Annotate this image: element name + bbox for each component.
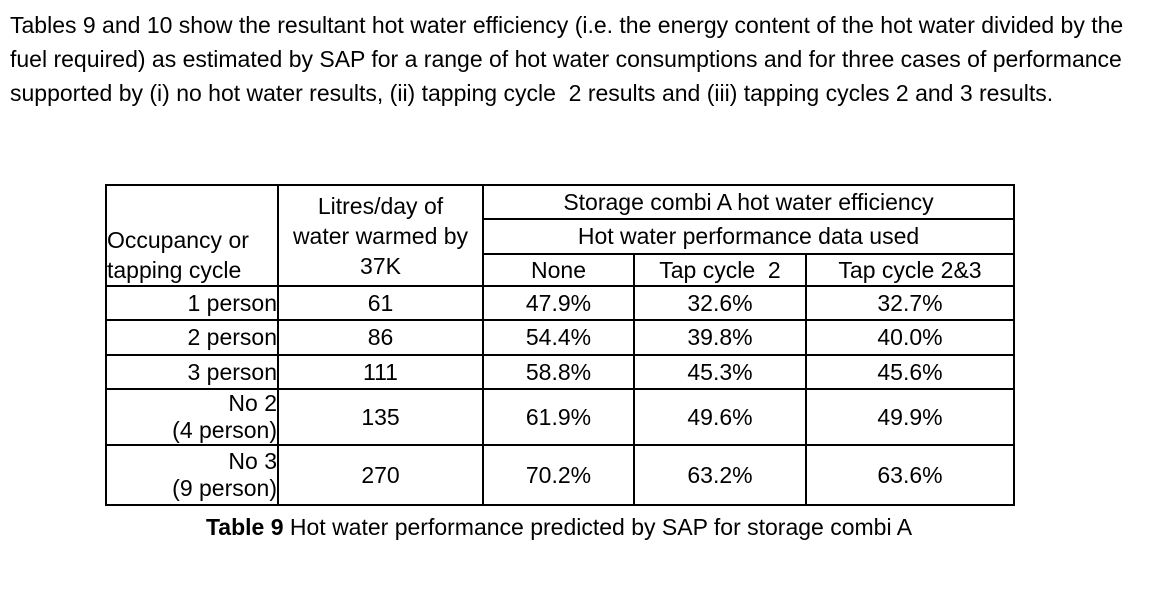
- cell-litres: 111: [277, 354, 484, 390]
- table-row-no-3-9-person: No 3 (9 person) 270 70.2% 63.2% 63.6%: [105, 444, 1016, 506]
- cell-tap-cycle-2and3: 40.0%: [804, 319, 1016, 356]
- cell-tap-cycle-2: 32.6%: [633, 285, 807, 321]
- cell-tap-cycle-2and3: 63.6%: [804, 444, 1016, 506]
- cell-tap-cycle-2: 39.8%: [633, 319, 807, 356]
- column-header-tap-cycle-2and3: Tap cycle 2&3: [804, 253, 1016, 287]
- header-row-data-columns: None Tap cycle 2 Tap cycle 2&3: [106, 253, 1016, 287]
- cell-tap-cycle-2: 45.3%: [633, 354, 807, 390]
- cell-litres: 270: [277, 444, 484, 506]
- cell-occupancy: No 2 (4 person): [105, 388, 279, 446]
- subgroup-header-performance-data: Hot water performance data used: [481, 218, 1016, 255]
- cell-tap-cycle-2and3: 32.7%: [804, 285, 1016, 321]
- header-row-subgroup: Hot water performance data used: [106, 218, 1016, 255]
- group-header-storage-combi-a: Storage combi A hot water efficiency: [481, 184, 1016, 220]
- cell-tap-cycle-2: 63.2%: [633, 444, 807, 506]
- cell-tap-cycle-2and3: 45.6%: [804, 354, 1016, 390]
- caption-label: Table 9: [205, 514, 284, 540]
- intro-paragraph: Tables 9 and 10 show the resultant hot w…: [10, 12, 1124, 106]
- cell-none: 54.4%: [482, 319, 635, 356]
- table-block: Occupancy or tapping cycle Litres/day of…: [105, 184, 1016, 541]
- cell-none: 47.9%: [482, 285, 635, 321]
- hot-water-performance-table: Occupancy or tapping cycle Litres/day of…: [105, 184, 1016, 506]
- table-caption: Table 9 Hot water performance predicted …: [105, 513, 1013, 541]
- cell-none: 70.2%: [482, 444, 635, 506]
- cell-litres: 135: [277, 388, 484, 446]
- column-header-none: None: [482, 253, 635, 287]
- column-header-tap-cycle-2: Tap cycle 2: [633, 253, 807, 287]
- cell-occupancy: No 3 (9 person): [105, 444, 279, 506]
- column-header-litres-per-day: Litres/day of water warmed by 37K: [277, 184, 484, 287]
- table-row-1-person: 1 person 61 47.9% 32.6% 32.7%: [105, 285, 1016, 321]
- cell-occupancy: 2 person: [105, 319, 279, 356]
- cell-tap-cycle-2and3: 49.9%: [804, 388, 1016, 446]
- cell-occupancy: 3 person: [105, 354, 279, 390]
- caption-text: Hot water performance predicted by SAP f…: [283, 514, 913, 540]
- column-header-occupancy: Occupancy or tapping cycle: [105, 184, 279, 287]
- cell-none: 61.9%: [482, 388, 635, 446]
- cell-tap-cycle-2: 49.6%: [633, 388, 807, 446]
- cell-litres: 86: [277, 319, 484, 356]
- header-row-group: Occupancy or tapping cycle Litres/day of…: [105, 184, 1016, 287]
- table-row-2-person: 2 person 86 54.4% 39.8% 40.0%: [105, 319, 1016, 356]
- table-row-no-2-4-person: No 2 (4 person) 135 61.9% 49.6% 49.9%: [105, 388, 1016, 446]
- cell-none: 58.8%: [482, 354, 635, 390]
- cell-occupancy: 1 person: [105, 285, 279, 321]
- cell-litres: 61: [277, 285, 484, 321]
- table-row-3-person: 3 person 111 58.8% 45.3% 45.6%: [105, 354, 1016, 390]
